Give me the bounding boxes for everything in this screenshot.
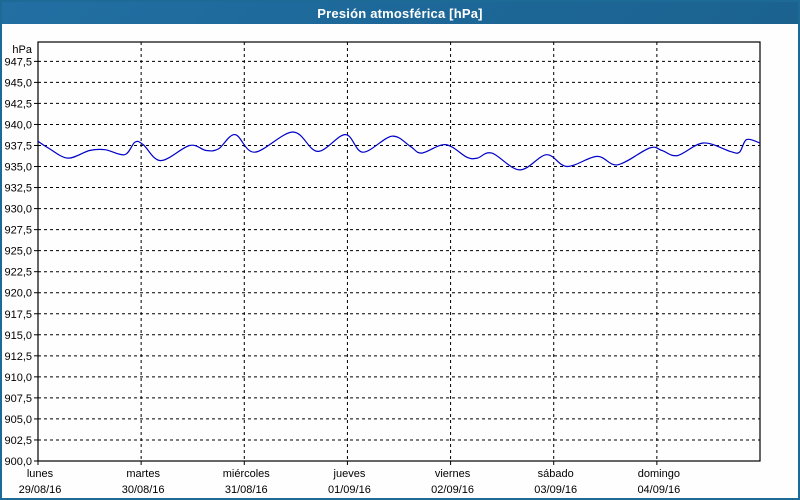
y-tick-label: 940,0 xyxy=(4,119,32,131)
x-date-label: 04/09/16 xyxy=(637,484,680,496)
y-tick-label: 910,0 xyxy=(4,372,32,384)
y-tick-label: 932,5 xyxy=(4,183,32,195)
x-day-label: viernes xyxy=(435,468,471,480)
x-day-label: martes xyxy=(126,468,160,480)
x-day-label: jueves xyxy=(333,468,366,480)
x-day-label: sábado xyxy=(538,468,574,480)
y-tick-label: 925,0 xyxy=(4,246,32,258)
y-tick-label: 905,0 xyxy=(4,414,32,426)
y-tick-label: 915,0 xyxy=(4,330,32,342)
x-date-label: 30/08/16 xyxy=(122,484,165,496)
y-tick-label: 907,5 xyxy=(4,393,32,405)
y-tick-label: 912,5 xyxy=(4,351,32,363)
x-day-label: miércoles xyxy=(223,468,271,480)
y-tick-label: 917,5 xyxy=(4,309,32,321)
y-tick-label: 900,0 xyxy=(4,456,32,468)
x-date-label: 01/09/16 xyxy=(328,484,371,496)
y-tick-label: 945,0 xyxy=(4,77,32,89)
y-tick-label: 927,5 xyxy=(4,225,32,237)
y-axis-unit-label: hPa xyxy=(12,44,32,56)
x-day-label: domingo xyxy=(638,468,680,480)
y-tick-label: 942,5 xyxy=(4,98,32,110)
chart-title: Presión atmosférica [hPa] xyxy=(317,5,483,21)
title-bar: Presión atmosférica [hPa] xyxy=(2,2,798,24)
x-day-label: lunes xyxy=(27,468,54,480)
x-date-label: 29/08/16 xyxy=(19,484,62,496)
y-tick-label: 920,0 xyxy=(4,288,32,300)
y-tick-label: 902,5 xyxy=(4,435,32,447)
y-tick-label: 922,5 xyxy=(4,267,32,279)
x-date-label: 02/09/16 xyxy=(431,484,474,496)
y-tick-label: 947,5 xyxy=(4,56,32,68)
y-tick-label: 937,5 xyxy=(4,140,32,152)
y-tick-label: 930,0 xyxy=(4,204,32,216)
pressure-series-line xyxy=(37,131,761,171)
y-tick-label: 935,0 xyxy=(4,162,32,174)
x-date-label: 03/09/16 xyxy=(534,484,577,496)
plot-border xyxy=(37,41,761,462)
x-date-label: 31/08/16 xyxy=(225,484,268,496)
